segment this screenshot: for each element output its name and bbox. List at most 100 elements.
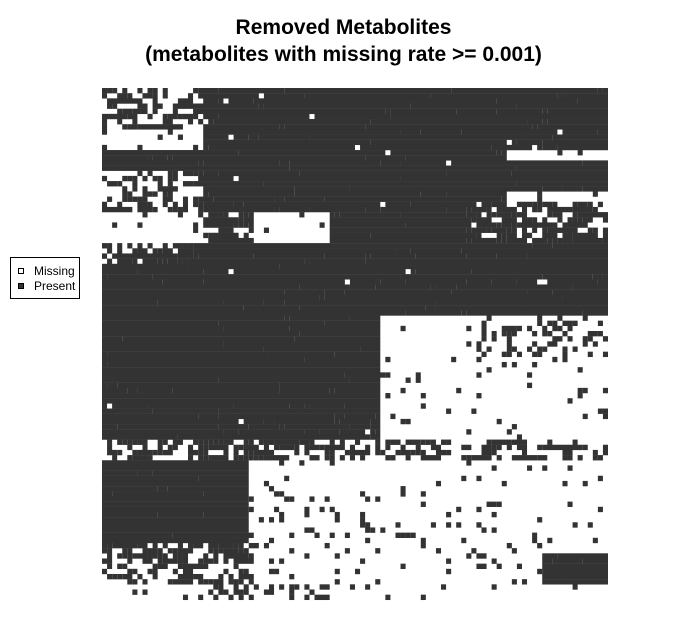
- heatmap-cell-present: [521, 217, 528, 223]
- heatmap-cell-present: [122, 563, 128, 570]
- heatmap-cell-present: [365, 496, 371, 502]
- heatmap-cell-present: [102, 548, 108, 554]
- heatmap-cell-present: [572, 237, 603, 244]
- heatmap-cell-present: [420, 594, 426, 601]
- heatmap-cell-present: [157, 134, 163, 140]
- heatmap-cell-present: [329, 387, 335, 394]
- heatmap-cell-present: [567, 336, 573, 342]
- heatmap-cell-present: [446, 449, 452, 456]
- heatmap-cell-present: [491, 465, 497, 471]
- heatmap-cell-present: [233, 579, 239, 585]
- heatmap-cell-present: [324, 444, 345, 451]
- heatmap-cell-present: [329, 222, 406, 228]
- heatmap-cell-present: [602, 232, 608, 239]
- heatmap-cell-present: [471, 455, 492, 461]
- heatmap-cell-present: [577, 150, 583, 156]
- heatmap-cell-present: [532, 351, 538, 358]
- heatmap-cell-present: [577, 201, 588, 208]
- heatmap-cell-present: [542, 139, 608, 146]
- heatmap-cell-present: [542, 227, 548, 233]
- heatmap-cell-present: [117, 258, 133, 264]
- heatmap-cell-present: [279, 444, 295, 451]
- heatmap-cell-present: [309, 439, 315, 445]
- heatmap-cell-present: [172, 579, 194, 585]
- heatmap-cell-present: [233, 455, 239, 461]
- heatmap-cell-present: [107, 103, 113, 109]
- heatmap-cell-present: [127, 558, 133, 564]
- heatmap-cell-present: [385, 439, 391, 445]
- heatmap-cell-present: [577, 217, 583, 223]
- heatmap-cell-present: [435, 480, 442, 487]
- heatmap-cell-present: [334, 413, 345, 420]
- heatmap-cell-present: [355, 439, 361, 445]
- heatmap-cell-present: [537, 315, 543, 321]
- heatmap-cell-present: [177, 248, 194, 254]
- heatmap-cell-present: [243, 217, 254, 223]
- heatmap-cell-present: [102, 124, 108, 130]
- heatmap-cell-present: [375, 429, 381, 435]
- heatmap-cell-present: [370, 139, 507, 146]
- heatmap-cell-present: [279, 424, 285, 430]
- heatmap-cell-present: [162, 542, 168, 549]
- heatmap-cell-present: [562, 129, 598, 135]
- heatmap-cell-present: [309, 403, 345, 409]
- heatmap-cell-present: [193, 113, 199, 120]
- heatmap-cell-present: [172, 444, 178, 451]
- heatmap-cell-present: [102, 460, 249, 466]
- heatmap-cell-present: [491, 279, 517, 285]
- heatmap-cell-present: [435, 548, 442, 554]
- heatmap-cell-present: [243, 305, 300, 311]
- heatmap-cell-present: [228, 129, 401, 135]
- heatmap-cell-present: [527, 465, 533, 471]
- heatmap-cell-present: [253, 253, 325, 259]
- heatmap-cell-present: [188, 356, 229, 363]
- heatmap-cell-present: [309, 589, 315, 595]
- heatmap-cell-present: [537, 346, 543, 352]
- heatmap-cell-present: [213, 439, 219, 445]
- heatmap-cell-present: [324, 253, 366, 259]
- heatmap-cell-present: [102, 393, 381, 399]
- heatmap-cell-present: [102, 434, 178, 440]
- heatmap-cell-present: [602, 387, 608, 394]
- heatmap-cell-present: [587, 336, 593, 342]
- heatmap-cell-present: [198, 579, 204, 585]
- heatmap-cell-present: [582, 186, 608, 192]
- heatmap-cell-present: [172, 553, 178, 559]
- heatmap-cell-present: [263, 181, 517, 187]
- heatmap-cell-present: [375, 444, 381, 451]
- heatmap-cell-present: [466, 460, 472, 466]
- heatmap-cell-present: [375, 439, 381, 445]
- heatmap-cell-present: [532, 243, 553, 249]
- heatmap-cell-present: [177, 558, 183, 564]
- heatmap-cell-present: [243, 418, 264, 425]
- heatmap-cell-present: [102, 480, 249, 487]
- heatmap-cell-present: [375, 548, 381, 554]
- heatmap-cell-present: [198, 119, 204, 125]
- heatmap-cell-present: [582, 310, 608, 316]
- heatmap-cell-present: [481, 222, 497, 228]
- heatmap-cell-present: [435, 284, 457, 290]
- heatmap-cell-present: [532, 201, 538, 208]
- heatmap-cell-present: [228, 356, 305, 363]
- heatmap-cell-present: [223, 325, 290, 332]
- heatmap-cell-present: [198, 594, 204, 601]
- heatmap-cell-present: [172, 387, 280, 394]
- heatmap-cell-present: [572, 284, 608, 290]
- heatmap-cell-present: [177, 542, 183, 549]
- heatmap-cell-present: [334, 212, 340, 218]
- heatmap-cell-present: [425, 305, 436, 311]
- heatmap-cell-present: [491, 212, 497, 218]
- heatmap-cell-present: [182, 568, 189, 575]
- heatmap-cell-present: [203, 232, 209, 239]
- heatmap-cell-present: [198, 455, 204, 461]
- heatmap-cell-present: [218, 589, 224, 595]
- heatmap-cell-present: [213, 553, 219, 559]
- heatmap-cell-present: [349, 444, 355, 451]
- heatmap-cell-present: [112, 222, 118, 228]
- heatmap-cell-present: [375, 449, 381, 456]
- heatmap-cell-present: [127, 548, 133, 554]
- heatmap-cell-present: [592, 341, 598, 347]
- heatmap-cell-present: [188, 573, 194, 580]
- heatmap-cell-present: [501, 232, 507, 239]
- heatmap-cell-present: [496, 501, 502, 507]
